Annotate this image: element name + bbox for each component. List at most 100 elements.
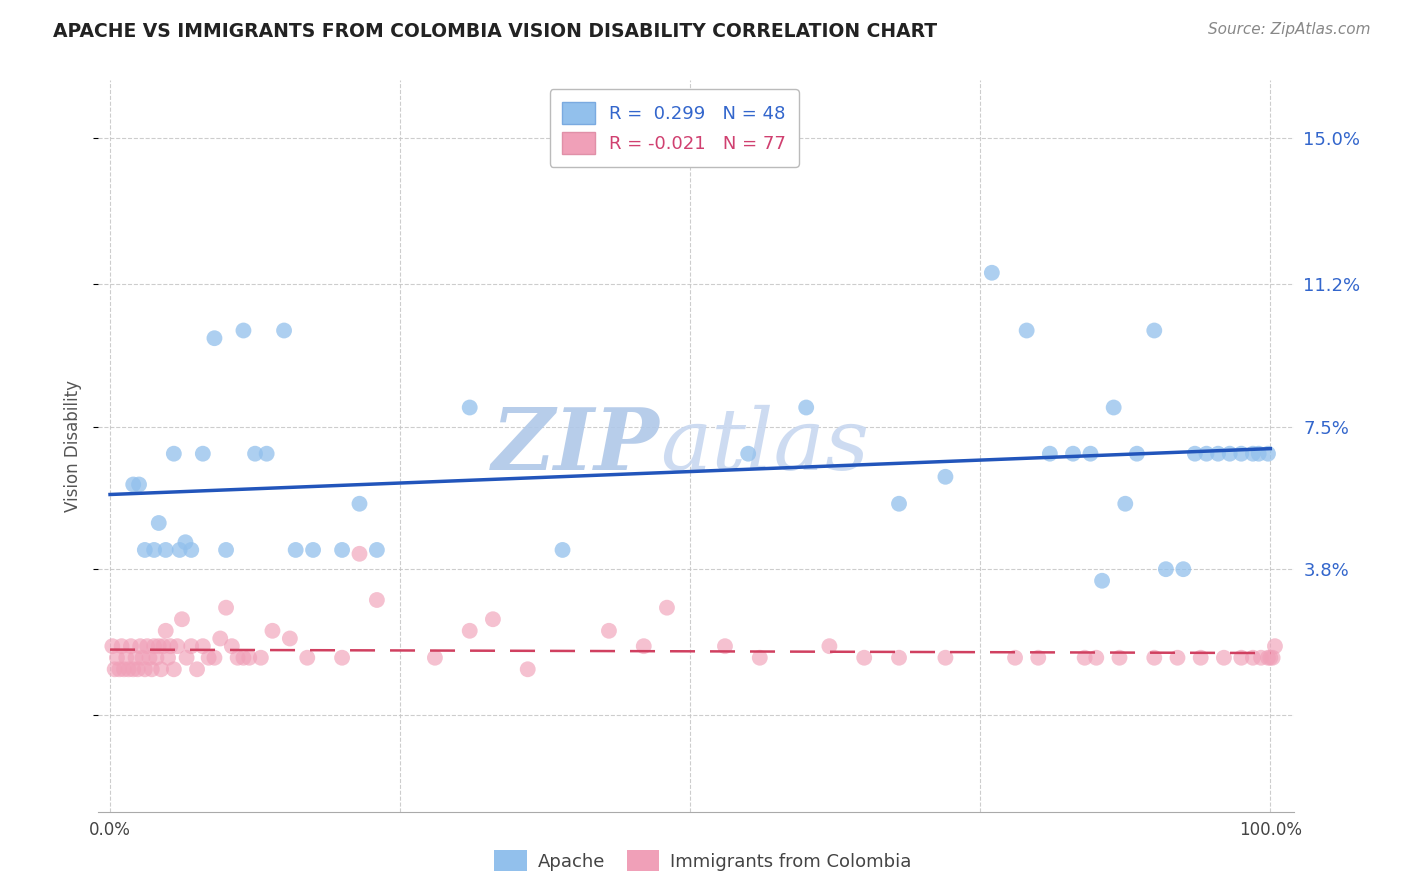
Point xyxy=(633,639,655,653)
Point xyxy=(148,639,170,653)
Point xyxy=(157,650,180,665)
Text: Source: ZipAtlas.com: Source: ZipAtlas.com xyxy=(1208,22,1371,37)
Point xyxy=(887,497,910,511)
Point xyxy=(1258,650,1281,665)
Point xyxy=(423,650,446,665)
Point xyxy=(1212,650,1234,665)
Point xyxy=(1062,447,1084,461)
Point xyxy=(159,639,181,653)
Point xyxy=(1173,562,1195,576)
Point xyxy=(1114,497,1136,511)
Point xyxy=(174,535,197,549)
Point xyxy=(112,662,135,676)
Point xyxy=(330,650,353,665)
Point xyxy=(1108,650,1130,665)
Point xyxy=(170,612,193,626)
Text: atlas: atlas xyxy=(661,405,869,487)
Point xyxy=(122,662,145,676)
Point xyxy=(104,662,127,676)
Point xyxy=(145,650,167,665)
Point xyxy=(262,624,284,638)
Point xyxy=(278,632,301,646)
Point xyxy=(166,639,188,653)
Point xyxy=(748,650,770,665)
Point xyxy=(1250,650,1272,665)
Point xyxy=(141,662,163,676)
Point xyxy=(155,624,177,638)
Point xyxy=(232,324,254,338)
Point xyxy=(124,650,146,665)
Point xyxy=(176,650,198,665)
Point xyxy=(349,497,371,511)
Text: APACHE VS IMMIGRANTS FROM COLOMBIA VISION DISABILITY CORRELATION CHART: APACHE VS IMMIGRANTS FROM COLOMBIA VISIO… xyxy=(53,22,938,41)
Point xyxy=(122,477,145,491)
Point xyxy=(1073,650,1095,665)
Point xyxy=(204,331,226,345)
Point xyxy=(1247,447,1270,461)
Point xyxy=(152,639,174,653)
Point xyxy=(330,543,353,558)
Point xyxy=(1241,650,1264,665)
Point xyxy=(297,650,319,665)
Point xyxy=(1261,650,1284,665)
Point xyxy=(366,543,388,558)
Point xyxy=(186,662,208,676)
Point xyxy=(117,662,139,676)
Point xyxy=(284,543,307,558)
Point xyxy=(302,543,325,558)
Point xyxy=(143,639,166,653)
Point xyxy=(250,650,273,665)
Point xyxy=(209,632,232,646)
Point xyxy=(1241,447,1264,461)
Point xyxy=(163,447,186,461)
Point xyxy=(127,662,149,676)
Point xyxy=(131,650,153,665)
Point xyxy=(134,662,156,676)
Point xyxy=(215,600,238,615)
Point xyxy=(134,543,156,558)
Point xyxy=(482,612,505,626)
Point xyxy=(111,639,134,653)
Point xyxy=(273,324,295,338)
Point xyxy=(128,477,150,491)
Point xyxy=(243,447,266,461)
Point xyxy=(1257,650,1279,665)
Point xyxy=(169,543,191,558)
Point xyxy=(1230,650,1253,665)
Point xyxy=(934,470,956,484)
Point xyxy=(191,447,214,461)
Point xyxy=(887,650,910,665)
Point xyxy=(197,650,219,665)
Point xyxy=(1184,447,1206,461)
Point xyxy=(238,650,260,665)
Point xyxy=(714,639,737,653)
Point xyxy=(155,543,177,558)
Point xyxy=(150,662,173,676)
Point xyxy=(934,650,956,665)
Point xyxy=(120,639,142,653)
Point xyxy=(853,650,876,665)
Point xyxy=(101,639,124,653)
Point xyxy=(1085,650,1108,665)
Point xyxy=(598,624,620,638)
Point xyxy=(256,447,278,461)
Point xyxy=(1102,401,1125,415)
Point xyxy=(226,650,249,665)
Point xyxy=(818,639,841,653)
Point xyxy=(1039,447,1062,461)
Point xyxy=(737,447,759,461)
Point xyxy=(1091,574,1114,588)
Point xyxy=(551,543,574,558)
Point xyxy=(794,401,817,415)
Point xyxy=(108,662,131,676)
Point xyxy=(655,600,678,615)
Point xyxy=(1004,650,1026,665)
Legend: R =  0.299   N = 48, R = -0.021   N = 77: R = 0.299 N = 48, R = -0.021 N = 77 xyxy=(550,89,799,167)
Point xyxy=(136,639,159,653)
Point xyxy=(1080,447,1102,461)
Point xyxy=(180,639,202,653)
Text: ZIP: ZIP xyxy=(492,404,661,488)
Point xyxy=(1026,650,1049,665)
Point xyxy=(1206,447,1229,461)
Point xyxy=(163,662,186,676)
